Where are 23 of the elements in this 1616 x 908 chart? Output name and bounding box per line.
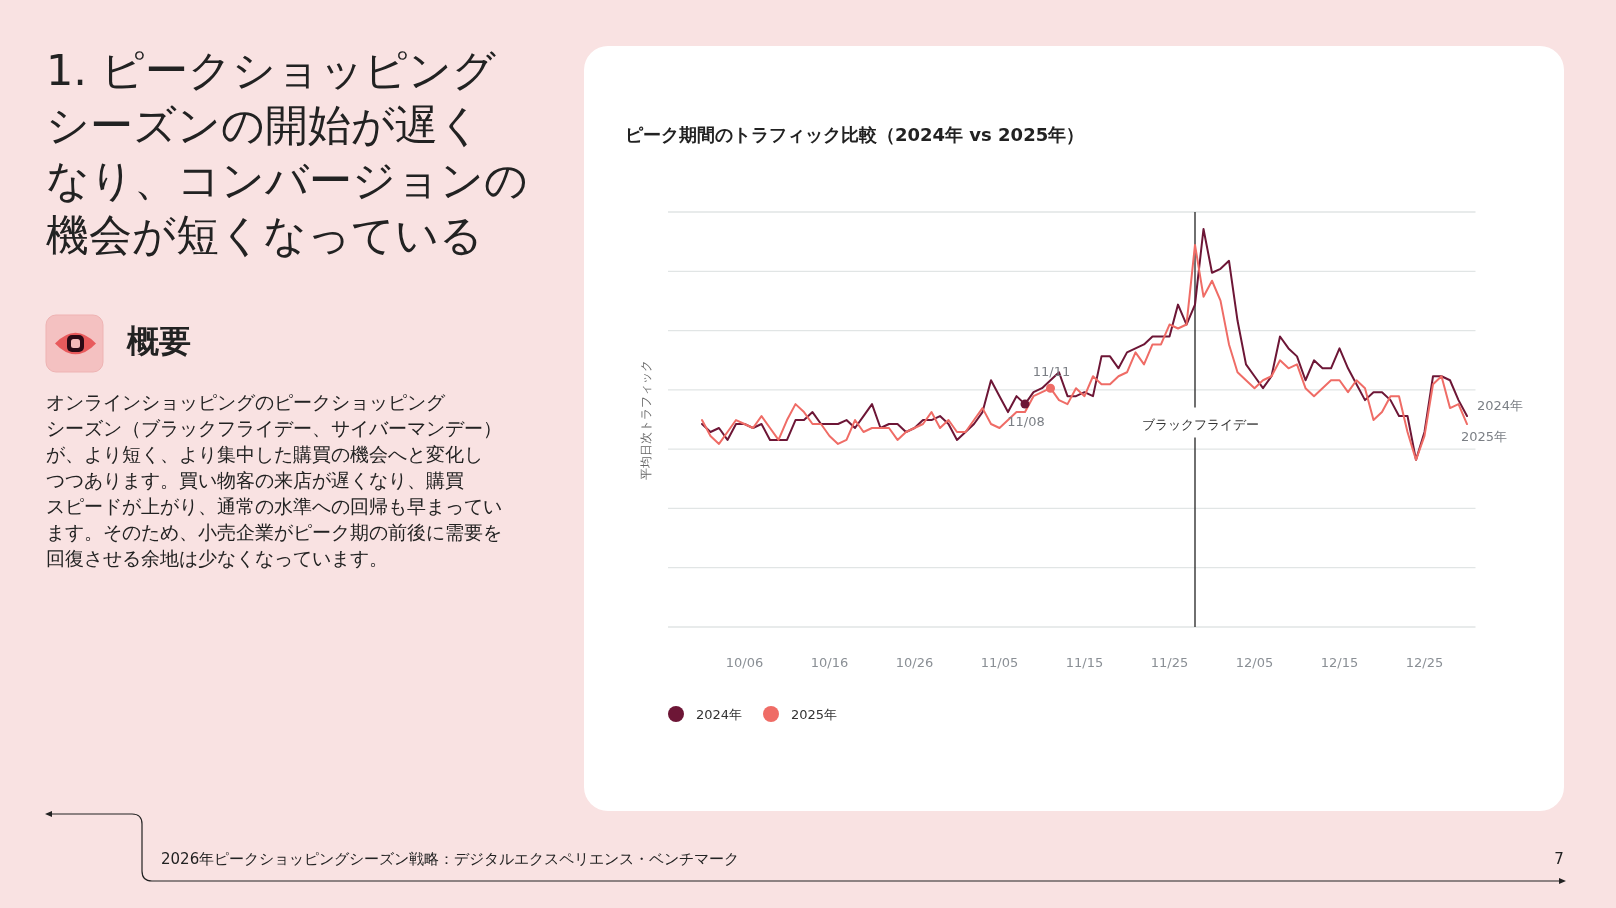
x-tick-label: 10/16 (810, 655, 849, 670)
x-tick-label: 11/05 (980, 655, 1019, 670)
x-tick-label: 12/25 (1405, 655, 1444, 670)
x-tick-label: 10/06 (725, 655, 764, 670)
text: 7 (1554, 850, 1564, 868)
text: 2026年ピークショッピングシーズン戦略：デジタルエクスペリエンス・ベンチマーク (161, 850, 740, 868)
text: 1. ピークショッピングシーズンの開始が遅くなり、コンバージョンの機会が短くなっている (46, 45, 528, 260)
annotation: 11/08 (1007, 414, 1045, 430)
y-axis-title: 平均日次トラフィック (639, 359, 653, 480)
x-tick-label: 11/15 (1065, 655, 1104, 670)
ref-line-label: ブラックフライデー (1141, 416, 1259, 432)
x-tick-label: 12/15 (1320, 655, 1359, 670)
x-tick-label: 12/05 (1235, 655, 1274, 670)
x-tick-label: 11/25 (1150, 655, 1189, 670)
annotation: 11/11 (1032, 364, 1071, 380)
text: 2025年 (1461, 429, 1508, 445)
x-tick-label: 10/26 (895, 655, 934, 670)
chart-title: ピーク期間のトラフィック比較（2024年 vs 2025年） (625, 124, 1085, 145)
legend-label: 2025年 (791, 707, 838, 722)
text: オンラインショッピングのピークショッピングシーズン（ブラックフライデー、サイバーマンデー）が、より短く、より集中した購買の機会へと変化しつつあります。買い物客の来店が遅くなり、購買スピードが上がり、通常の水準への回帰も早まっています。そのため、小売企業がピーク期の前後に需要を回復させる余地は少なくなっています。 (46, 392, 502, 569)
text: 概要 (126, 322, 191, 360)
text: 2024年 (1477, 398, 1524, 414)
legend-label: 2024年 (696, 707, 743, 722)
